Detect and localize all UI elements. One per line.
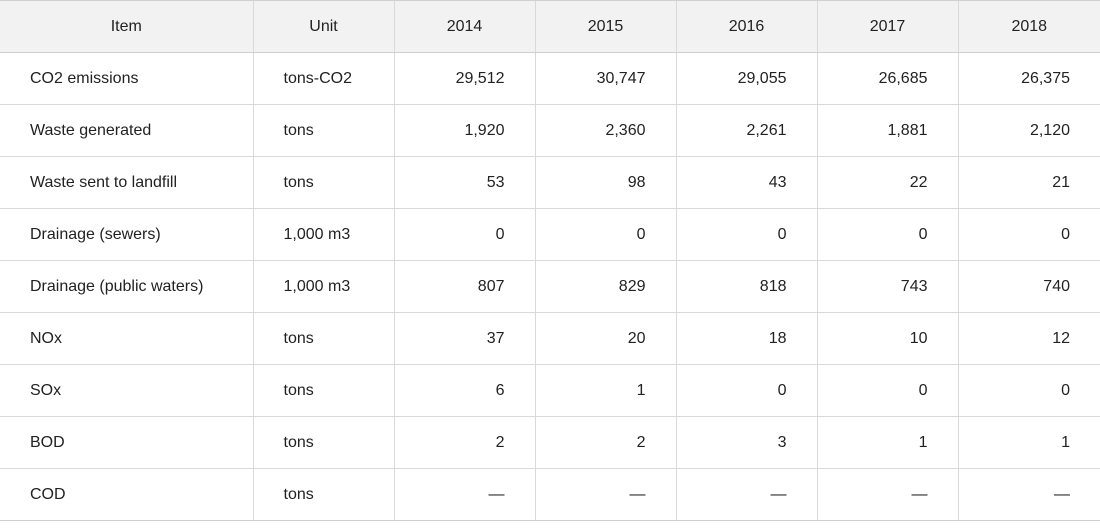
row-unit: tons-CO2 (252, 52, 394, 105)
row-unit: 1,000 m3 (252, 208, 394, 261)
header-year-2018: 2018 (957, 0, 1100, 53)
row-value: 18 (675, 312, 817, 365)
row-value: 1 (534, 364, 676, 417)
row-value: 21 (957, 156, 1100, 209)
table-row: COD tons — — — — — (0, 468, 1100, 521)
row-value: 1 (957, 416, 1100, 469)
table-row: CO2 emissions tons-CO2 29,512 30,747 29,… (0, 52, 1100, 105)
row-value: 43 (675, 156, 817, 209)
row-value: 37 (393, 312, 535, 365)
row-value: 1,881 (816, 104, 958, 157)
row-value: 12 (957, 312, 1100, 365)
row-value: 740 (957, 260, 1100, 313)
row-value: 3 (675, 416, 817, 469)
row-item: Waste sent to landfill (0, 156, 253, 209)
table-row: NOx tons 37 20 18 10 12 (0, 312, 1100, 365)
header-unit: Unit (252, 0, 394, 53)
row-value: — (816, 468, 958, 521)
row-item: Drainage (sewers) (0, 208, 253, 261)
row-item: Drainage (public waters) (0, 260, 253, 313)
table-row: Drainage (public waters) 1,000 m3 807 82… (0, 260, 1100, 313)
table-row: Drainage (sewers) 1,000 m3 0 0 0 0 0 (0, 208, 1100, 261)
row-value: — (534, 468, 676, 521)
row-value: 2,120 (957, 104, 1100, 157)
row-value: 1,920 (393, 104, 535, 157)
row-value: 743 (816, 260, 958, 313)
row-value: 30,747 (534, 52, 676, 105)
table-row: BOD tons 2 2 3 1 1 (0, 416, 1100, 469)
row-value: 1 (816, 416, 958, 469)
row-unit: tons (252, 156, 394, 209)
row-value: 0 (957, 208, 1100, 261)
row-value: 2 (534, 416, 676, 469)
row-value: 807 (393, 260, 535, 313)
row-value: 2 (393, 416, 535, 469)
row-value: — (393, 468, 535, 521)
row-value: 829 (534, 260, 676, 313)
header-year-2016: 2016 (675, 0, 817, 53)
header-year-2015: 2015 (534, 0, 676, 53)
row-value: 6 (393, 364, 535, 417)
row-item: SOx (0, 364, 253, 417)
row-unit: 1,000 m3 (252, 260, 394, 313)
row-value: 22 (816, 156, 958, 209)
table-row: SOx tons 6 1 0 0 0 (0, 364, 1100, 417)
row-value: 2,261 (675, 104, 817, 157)
row-unit: tons (252, 312, 394, 365)
row-value: 0 (957, 364, 1100, 417)
row-value: 53 (393, 156, 535, 209)
row-value: 818 (675, 260, 817, 313)
row-value: 0 (534, 208, 676, 261)
row-value: 26,685 (816, 52, 958, 105)
header-year-2014: 2014 (393, 0, 535, 53)
table-header-row: Item Unit 2014 2015 2016 2017 2018 (0, 0, 1100, 53)
row-item: BOD (0, 416, 253, 469)
row-value: 10 (816, 312, 958, 365)
row-value: 0 (393, 208, 535, 261)
row-value: 2,360 (534, 104, 676, 157)
row-value: 0 (675, 208, 817, 261)
row-value: 20 (534, 312, 676, 365)
table-row: Waste generated tons 1,920 2,360 2,261 1… (0, 104, 1100, 157)
row-value: 29,512 (393, 52, 535, 105)
row-unit: tons (252, 364, 394, 417)
row-value: 26,375 (957, 52, 1100, 105)
row-value: — (957, 468, 1100, 521)
header-year-2017: 2017 (816, 0, 958, 53)
header-item: Item (0, 0, 253, 53)
row-unit: tons (252, 416, 394, 469)
row-item: COD (0, 468, 253, 521)
row-item: NOx (0, 312, 253, 365)
row-item: CO2 emissions (0, 52, 253, 105)
row-unit: tons (252, 468, 394, 521)
row-value: — (675, 468, 817, 521)
row-item: Waste generated (0, 104, 253, 157)
table-row: Waste sent to landfill tons 53 98 43 22 … (0, 156, 1100, 209)
row-value: 0 (816, 364, 958, 417)
row-value: 0 (675, 364, 817, 417)
row-value: 29,055 (675, 52, 817, 105)
row-value: 0 (816, 208, 958, 261)
row-unit: tons (252, 104, 394, 157)
row-value: 98 (534, 156, 676, 209)
